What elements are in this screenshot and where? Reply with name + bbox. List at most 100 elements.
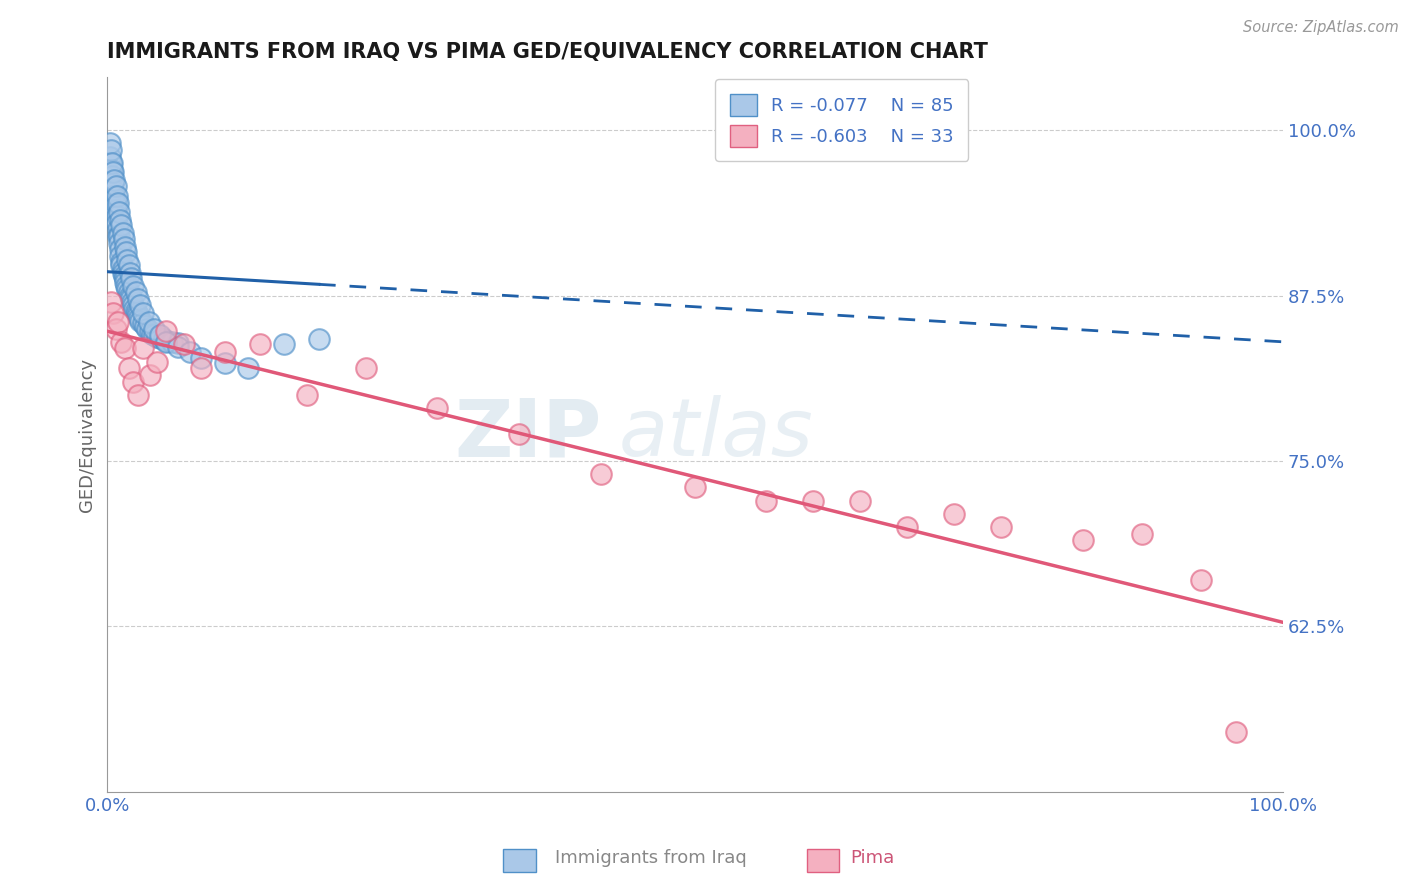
Point [354, 361, 377, 376]
Point [942, 507, 965, 521]
Point [249, 337, 271, 351]
Point [111, 266, 134, 280]
Point [179, 345, 201, 359]
Point [115, 244, 138, 259]
Point [124, 301, 146, 316]
Point [112, 268, 135, 283]
Text: ZIP: ZIP [454, 395, 602, 474]
Point [990, 520, 1012, 534]
Point [755, 493, 778, 508]
Point [155, 324, 177, 338]
Point [103, 189, 125, 203]
Point [110, 334, 132, 349]
Point [896, 520, 918, 534]
Point [149, 328, 172, 343]
Point [104, 202, 127, 217]
Point [103, 173, 125, 187]
Point [190, 351, 212, 365]
Point [104, 195, 127, 210]
Y-axis label: GED/Equivalency: GED/Equivalency [79, 358, 96, 511]
Point [110, 242, 132, 256]
Point [114, 275, 136, 289]
Point [153, 332, 176, 346]
Point [107, 229, 129, 244]
Point [107, 222, 129, 236]
Point [107, 315, 129, 329]
Point [125, 306, 148, 320]
Point [683, 480, 706, 494]
Point [136, 321, 159, 335]
Point [110, 258, 132, 272]
Point [114, 239, 136, 253]
Point [110, 219, 132, 233]
Point [131, 316, 153, 330]
Point [127, 293, 149, 307]
Point [117, 361, 139, 376]
Point [143, 321, 166, 335]
Point [138, 324, 160, 338]
Point [103, 306, 125, 320]
Point [111, 262, 134, 277]
Legend: R = -0.077    N = 85, R = -0.603    N = 33: R = -0.077 N = 85, R = -0.603 N = 33 [716, 79, 969, 161]
Point [103, 176, 125, 190]
Text: atlas: atlas [619, 395, 814, 474]
Point [155, 334, 177, 349]
Point [122, 298, 145, 312]
Point [105, 209, 128, 223]
Point [849, 493, 872, 508]
Text: Pima: Pima [851, 849, 894, 867]
Point [110, 213, 132, 227]
Point [1130, 526, 1153, 541]
Point [1071, 533, 1094, 548]
Point [111, 227, 134, 241]
Text: IMMIGRANTS FROM IRAQ VS PIMA GED/EQUIVALENCY CORRELATION CHART: IMMIGRANTS FROM IRAQ VS PIMA GED/EQUIVAL… [107, 42, 988, 62]
Point [120, 271, 142, 285]
Point [127, 388, 149, 402]
Point [131, 342, 153, 356]
Text: Source: ZipAtlas.com: Source: ZipAtlas.com [1243, 20, 1399, 35]
Point [107, 195, 129, 210]
Point [122, 375, 145, 389]
Point [98, 136, 121, 151]
Point [105, 189, 128, 203]
Point [149, 331, 172, 345]
Point [127, 309, 149, 323]
Point [108, 235, 131, 250]
Point [167, 336, 190, 351]
Point [122, 279, 145, 293]
Point [131, 306, 153, 320]
Point [118, 266, 141, 280]
Point [112, 232, 135, 246]
Point [100, 143, 122, 157]
Point [145, 354, 167, 368]
Point [100, 156, 122, 170]
Point [110, 249, 132, 263]
Point [103, 183, 125, 197]
Point [103, 195, 125, 210]
Point [105, 216, 128, 230]
Point [273, 337, 295, 351]
Point [120, 291, 142, 305]
Point [108, 205, 131, 219]
Point [138, 368, 160, 382]
Point [1225, 725, 1247, 739]
Point [104, 178, 127, 193]
Point [117, 252, 139, 267]
Point [124, 304, 146, 318]
Point [114, 271, 136, 285]
Point [591, 467, 613, 482]
Point [121, 295, 143, 310]
Point [129, 313, 152, 327]
Point [100, 295, 122, 310]
Point [801, 493, 824, 508]
Point [425, 401, 447, 415]
Point [101, 169, 124, 184]
Point [167, 340, 190, 354]
Point [308, 332, 330, 346]
Point [214, 356, 236, 370]
Point [101, 156, 124, 170]
Point [145, 329, 167, 343]
Point [124, 285, 146, 299]
Point [1189, 573, 1212, 587]
Point [129, 298, 152, 312]
